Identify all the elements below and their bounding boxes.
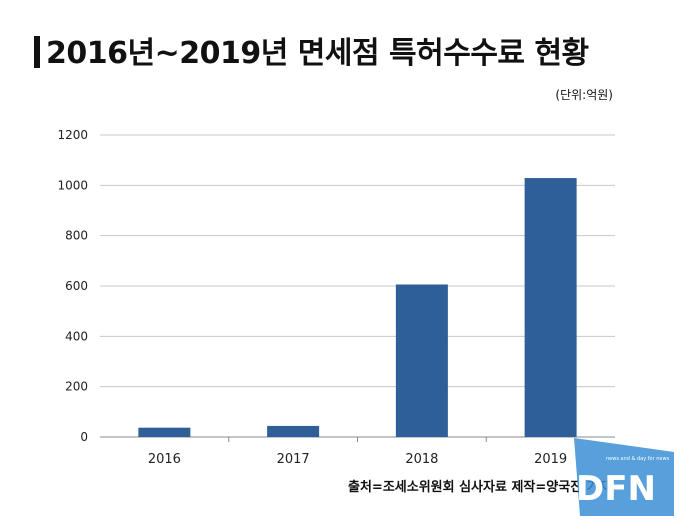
bar-2018 (395, 284, 448, 437)
x-axis-labels: 2016 2017 2018 2019 (148, 437, 567, 467)
y-tick-label: 400 (65, 329, 88, 343)
bar-2019 (524, 178, 577, 437)
y-tick-label: 1000 (57, 178, 88, 192)
unit-label: (단위:억원) (555, 88, 613, 102)
title-accent-bar (34, 36, 40, 68)
logo-tagline: news and & day for news (606, 456, 670, 462)
chart-title: 2016년~2019년 면세점 특허수수료 현황 (46, 36, 589, 71)
y-tick-label: 1200 (57, 128, 88, 142)
y-tick-label: 0 (80, 430, 88, 444)
logo-text: DFN (576, 469, 656, 509)
y-tick-label: 200 (65, 380, 88, 394)
x-category-label: 2016 (148, 452, 181, 467)
bars (138, 178, 577, 437)
bar-2016 (138, 427, 191, 437)
y-axis-ticks: 0 200 400 600 800 1000 1200 (57, 128, 88, 444)
x-category-label: 2017 (277, 452, 310, 467)
y-tick-label: 800 (65, 229, 88, 243)
x-category-label: 2019 (534, 452, 567, 467)
logo-background-shape (574, 438, 674, 516)
dfn-logo: news and & day for news DFN (574, 438, 674, 516)
source-credit: 출처=조세소위원회 심사자료 제작=양국진 기자 (348, 480, 611, 495)
x-category-label: 2018 (405, 452, 438, 467)
bar-2017 (267, 425, 320, 437)
y-tick-label: 600 (65, 279, 88, 293)
